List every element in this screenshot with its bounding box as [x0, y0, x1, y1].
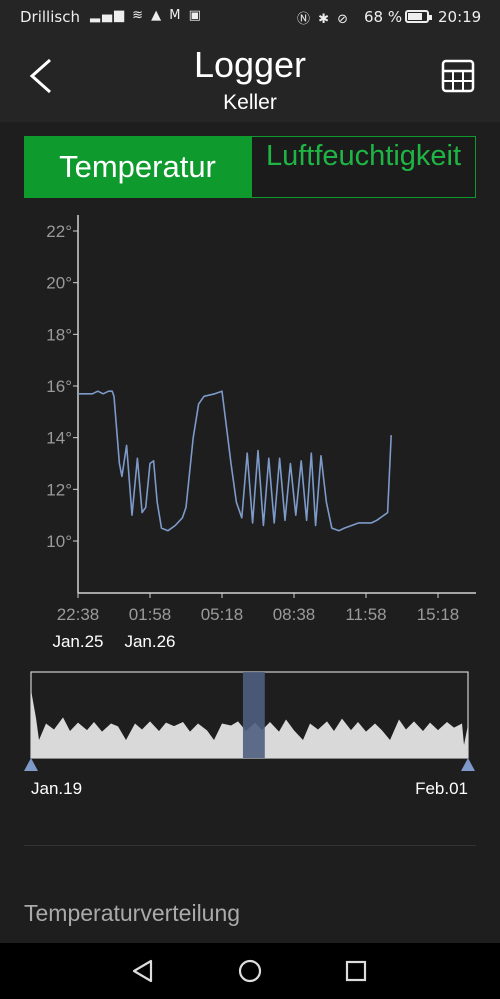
x-tick-label: 08:38 [273, 605, 316, 624]
x-date-label: Jan.25 [52, 632, 103, 651]
x-tick-label: 01:58 [129, 605, 172, 624]
overview-end-label: Feb.01 [415, 779, 468, 798]
x-date-label: Jan.26 [124, 632, 175, 651]
x-tick-label: 22:38 [57, 605, 100, 624]
temperature-series-line[interactable] [78, 390, 392, 532]
status-clock: 20:19 [438, 8, 482, 26]
overview-selection-window[interactable] [242, 672, 265, 758]
y-tick-label: 12° [46, 480, 72, 499]
carrier-name: Drillisch [20, 8, 80, 26]
nfc-bluetooth-icons: Ⓝ ✱ ⊘ [297, 12, 351, 27]
y-tick-label: 22° [46, 222, 72, 241]
battery-icon [405, 10, 432, 23]
overview-range-selector[interactable]: Jan.19 Feb.01 [0, 660, 500, 810]
section-title-distribution[interactable]: Temperaturverteilung [24, 900, 241, 926]
page-subtitle: Keller [223, 91, 277, 114]
tab-temperature[interactable]: Temperatur [24, 136, 251, 198]
tab-humidity[interactable]: Luftfeuchtigkeit [251, 136, 476, 198]
status-bar: Drillisch ▂▄▆ ≋ ▲ M ▣ Ⓝ ✱ ⊘ 68 % 20:19 [0, 0, 500, 36]
app-bar: Logger Keller [0, 36, 500, 122]
y-tick-label: 18° [46, 325, 72, 344]
x-tick-label: 05:18 [201, 605, 244, 624]
circle-home-icon[interactable] [236, 957, 264, 985]
measurement-tabs: Temperatur Luftfeuchtigkeit [24, 136, 476, 198]
back-button[interactable] [24, 56, 60, 96]
page-title: Logger [193, 44, 307, 85]
system-nav-bar [0, 943, 500, 999]
table-view-button[interactable] [440, 58, 476, 94]
temperature-line-chart[interactable]: 22° 20° 18° 16° 14° 12° 10° 22:38 01:58 05:18 08:3… [0, 200, 500, 660]
range-end-handle[interactable] [461, 758, 475, 771]
y-tick-label: 10° [46, 532, 72, 551]
x-tick-label: 11:58 [345, 605, 386, 624]
square-recents-icon[interactable] [342, 957, 370, 985]
battery-percent: 68 % [364, 8, 403, 26]
triangle-back-icon[interactable] [129, 957, 157, 985]
section-divider [24, 845, 476, 846]
range-start-handle[interactable] [24, 758, 38, 771]
y-tick-label: 16° [46, 377, 72, 396]
signal-wifi-icons: ▂▄▆ ≋ ▲ M ▣ [90, 8, 203, 23]
x-tick-label: 15:18 [417, 605, 460, 624]
y-tick-label: 14° [46, 429, 72, 448]
y-tick-label: 20° [46, 274, 72, 293]
overview-start-label: Jan.19 [31, 779, 82, 798]
overview-area [31, 690, 468, 758]
table-grid-icon [441, 59, 475, 93]
chevron-left-icon [29, 58, 51, 94]
